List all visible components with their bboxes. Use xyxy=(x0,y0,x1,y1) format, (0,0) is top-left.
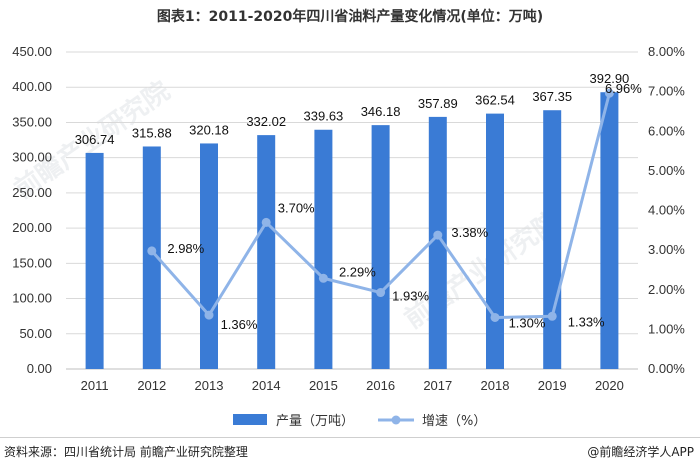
line-data-label: 1.33% xyxy=(568,314,605,329)
growth-point xyxy=(261,217,271,227)
y-left-tick-label: 200.00 xyxy=(12,220,52,235)
y-right-tick-label: 4.00% xyxy=(648,203,685,218)
bar xyxy=(486,113,504,369)
footer-divider xyxy=(0,437,700,438)
x-tick-label: 2017 xyxy=(423,378,452,393)
y-left-tick-label: 300.00 xyxy=(12,150,52,165)
bar-data-label: 367.35 xyxy=(532,89,572,104)
x-tick-label: 2011 xyxy=(81,378,109,393)
chart: 0.00 50.00 100.00 150.00 200.00 250.00 300.00 3… xyxy=(12,44,685,429)
legend-bar-swatch xyxy=(233,414,267,425)
growth-point xyxy=(433,230,443,240)
bar xyxy=(543,110,562,369)
y-right-tick-label: 8.00% xyxy=(648,44,685,59)
y-left-tick-label: 50.00 xyxy=(19,326,52,341)
y-right-tick-label: 3.00% xyxy=(648,242,685,257)
y-right-tick-label: 2.00% xyxy=(648,282,685,297)
growth-point xyxy=(318,273,328,283)
bar xyxy=(85,152,104,369)
legend-bar-label: 产量（万吨） xyxy=(276,414,354,429)
bar-data-label: 332.02 xyxy=(246,114,286,129)
bar xyxy=(371,125,390,369)
x-tick-label: 2020 xyxy=(595,378,624,393)
line-data-label: 3.38% xyxy=(451,225,488,240)
growth-point xyxy=(204,310,214,320)
bar-data-label: 346.18 xyxy=(361,104,401,119)
bar xyxy=(428,116,447,369)
legend-line-label: 增速（%） xyxy=(422,414,486,429)
line-data-label: 1.93% xyxy=(392,289,429,304)
y-left-tick-label: 0.00 xyxy=(27,361,52,376)
x-tick-label: 2019 xyxy=(538,378,567,393)
line-data-label: 6.96% xyxy=(605,81,642,96)
growth-point xyxy=(147,246,157,256)
bar-data-label: 306.74 xyxy=(75,132,115,147)
x-tick-label: 2018 xyxy=(481,378,510,393)
y-left-tick-label: 350.00 xyxy=(12,114,52,129)
line-data-label: 1.36% xyxy=(221,317,258,332)
growth-point xyxy=(490,312,500,322)
bar-data-label: 392.90 xyxy=(590,71,630,86)
bar-data-label: 357.89 xyxy=(418,96,458,111)
bar-data-label: 320.18 xyxy=(189,122,229,137)
chart-title: 图表1：2011-2020年四川省油料产量变化情况(单位：万吨) xyxy=(156,9,544,25)
bar xyxy=(600,92,619,369)
y-right-tick-label: 6.00% xyxy=(648,123,685,138)
growth-point xyxy=(376,288,386,298)
y-left-tick-label: 450.00 xyxy=(12,44,52,59)
line-data-label: 1.30% xyxy=(509,315,546,330)
x-tick-label: 2013 xyxy=(195,378,224,393)
y-left-tick-label: 250.00 xyxy=(12,185,52,200)
bar xyxy=(314,129,333,369)
bar xyxy=(200,143,218,369)
bar-data-label: 315.88 xyxy=(132,125,172,140)
source-note: 资料来源：四川省统计局 前瞻产业研究院整理 xyxy=(4,445,248,459)
y-right-tick-label: 7.00% xyxy=(648,84,685,99)
x-tick-label: 2016 xyxy=(366,378,395,393)
x-tick-label: 2012 xyxy=(137,378,166,393)
x-tick-label: 2015 xyxy=(309,378,338,393)
line-data-label: 2.29% xyxy=(339,264,376,279)
line-data-label: 3.70% xyxy=(278,200,315,215)
y-right-tick-label: 1.00% xyxy=(648,321,685,336)
growth-point xyxy=(547,311,557,321)
line-data-label: 2.98% xyxy=(167,241,204,256)
y-left-tick-label: 100.00 xyxy=(12,291,52,306)
y-left-tick-label: 150.00 xyxy=(12,255,52,270)
bar xyxy=(257,135,276,369)
legend-line-marker xyxy=(391,415,401,425)
bar-data-label: 362.54 xyxy=(475,93,515,108)
x-tick-label: 2014 xyxy=(252,378,281,393)
y-right-tick-label: 0.00% xyxy=(648,361,685,376)
y-left-tick-label: 400.00 xyxy=(12,79,52,94)
growth-point xyxy=(604,88,614,98)
brand-credit: @前瞻经济学人APP xyxy=(587,445,694,459)
y-right-tick-label: 5.00% xyxy=(648,163,685,178)
bar xyxy=(142,146,161,369)
bar-data-label: 339.63 xyxy=(304,109,344,124)
